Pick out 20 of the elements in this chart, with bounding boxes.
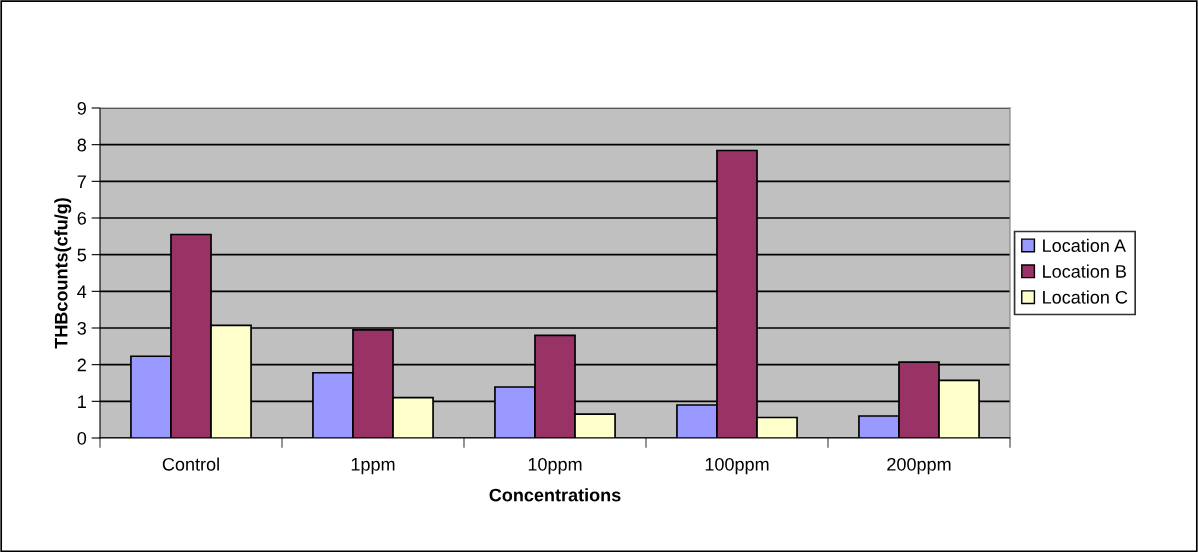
x-tick-label: 200ppm	[887, 457, 951, 475]
legend-label: Location C	[1043, 290, 1128, 304]
y-tick-label: 5	[77, 248, 87, 262]
x-axis-title: Concentrations	[489, 488, 621, 502]
y-tick-label: 7	[77, 175, 86, 188]
y-tick-label: 8	[77, 138, 87, 152]
y-tick-label: 1	[78, 395, 86, 408]
x-tick-label: 1ppm	[351, 458, 395, 475]
legend-label: Location A	[1043, 238, 1126, 252]
x-tick-label: 10ppm	[528, 457, 582, 475]
y-tick-label: 0	[77, 431, 87, 445]
legend-label: Location B	[1043, 264, 1126, 278]
y-tick-label: 9	[77, 101, 86, 115]
y-tick-label: 2	[77, 358, 86, 372]
x-tick-label: Control	[162, 457, 219, 471]
x-tick-label: 100ppm	[705, 457, 769, 475]
y-tick-label: 4	[77, 285, 87, 298]
y-tick-label: 6	[77, 211, 87, 225]
y-axis-title: THBcounts(cfu/g)	[54, 198, 72, 349]
y-tick-label: 3	[77, 321, 87, 335]
